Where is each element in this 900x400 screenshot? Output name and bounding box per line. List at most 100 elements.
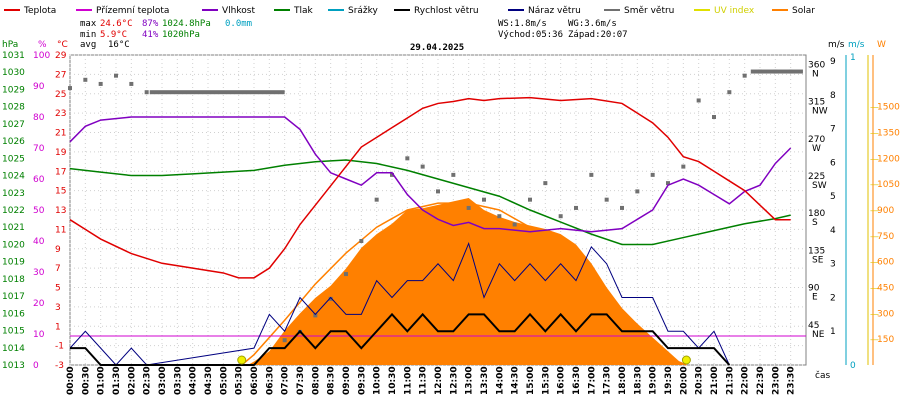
y-tick-uv: 0 xyxy=(850,361,856,371)
stat-min-temp: 5.9°C xyxy=(100,30,127,40)
legend-label-teplota: Teplota xyxy=(23,6,56,16)
x-tick-label: 19:30 xyxy=(664,366,674,395)
x-tick-label: 06:00 xyxy=(250,366,260,395)
x-tick-label: 23:30 xyxy=(787,366,797,395)
y-tick-uv-minor: — xyxy=(870,309,879,319)
legend-label-smer: Směr větru xyxy=(624,6,674,16)
axis-unit-pct: % xyxy=(38,40,47,50)
wind-direction-point xyxy=(313,313,318,318)
y-tick-wm: 300 xyxy=(877,309,894,319)
stat-min-hum: 41% xyxy=(142,30,159,40)
y-tick-uv-minor: — xyxy=(870,103,879,113)
stat-ws: WS:1.8m/s xyxy=(498,19,547,29)
legend-label-uv: UV index xyxy=(714,6,755,16)
wind-direction-point xyxy=(727,90,732,95)
wind-direction-point xyxy=(589,172,594,177)
x-tick-label: 16:00 xyxy=(557,366,567,395)
x-tick-label: 02:30 xyxy=(143,366,153,395)
y-tick-wm: 1500 xyxy=(877,103,900,113)
y-tick-wm: 1050 xyxy=(877,180,900,190)
pressure-line xyxy=(69,159,791,246)
y-tick-hpa: 1013 xyxy=(2,361,25,371)
y-tick-dir: N xyxy=(812,69,819,79)
y-tick-uv-minor: — xyxy=(870,129,879,139)
wind-direction-point xyxy=(681,164,686,169)
y-tick-ms: 7 xyxy=(830,125,836,135)
stat-max-hum: 87% xyxy=(142,19,159,29)
x-tick-label: 21:30 xyxy=(725,366,735,395)
axis-unit-hpa: hPa xyxy=(2,40,18,50)
stat-min-press: 1020hPa xyxy=(162,30,200,40)
y-tick-pct: 70 xyxy=(33,144,45,154)
y-tick-temp: 7 xyxy=(55,264,61,274)
stat-avg-temp: 16°C xyxy=(108,40,130,50)
wind-speed-line xyxy=(70,312,731,366)
chart-title: 29.04.2025 xyxy=(410,43,464,53)
x-tick-label: 03:00 xyxy=(158,366,168,395)
y-tick-dir: NW xyxy=(812,107,828,117)
y-tick-hpa: 1014 xyxy=(2,344,25,354)
wind-direction-point xyxy=(558,214,563,219)
y-tick-pct: 30 xyxy=(33,268,45,278)
x-tick-label: 00:30 xyxy=(81,366,91,395)
x-tick-label: 19:00 xyxy=(649,366,659,395)
x-tick-label: 01:00 xyxy=(97,366,107,395)
x-tick-label: 17:00 xyxy=(587,366,597,395)
humidity-line xyxy=(69,116,792,233)
wind-direction-point xyxy=(451,172,456,177)
x-tick-label: 07:00 xyxy=(281,366,291,395)
y-tick-wm: 150 xyxy=(877,335,894,345)
x-tick-label: 01:30 xyxy=(112,366,122,395)
x-tick-label: 12:00 xyxy=(434,366,444,395)
axis-unit-temp: °C xyxy=(57,40,68,50)
x-tick-label: 03:30 xyxy=(173,366,183,395)
solar-theoretical-line xyxy=(241,202,687,366)
wind-direction-point xyxy=(98,81,103,86)
x-tick-label: 11:00 xyxy=(403,366,413,395)
x-tick-label: 00:00 xyxy=(66,366,76,395)
y-tick-hpa: 1028 xyxy=(2,103,25,113)
y-tick-wm: 450 xyxy=(877,284,894,294)
legend-label-naraz: Náraz větru xyxy=(528,6,581,16)
axes-layer: 00:00 00:30 01:00 01:30 02:00 02:30 03:00 03:30… xyxy=(2,40,900,395)
y-tick-ms: 9 xyxy=(830,57,836,67)
wind-direction-point xyxy=(282,338,287,343)
wind-direction-point xyxy=(512,222,517,227)
wind-direction-point xyxy=(405,156,410,161)
y-tick-ms: 4 xyxy=(830,226,836,236)
x-tick-label: 13:00 xyxy=(465,366,475,395)
y-tick-uv-minor: — xyxy=(870,258,879,268)
y-tick-hpa: 1026 xyxy=(2,137,25,147)
legend-label-prizemni: Přízemní teplota xyxy=(96,6,169,16)
wind-direction-bar xyxy=(149,90,285,95)
stat-max-temp: 24.6°C xyxy=(100,19,133,29)
x-tick-label: 10:30 xyxy=(388,366,398,395)
y-tick-dir: S xyxy=(812,218,818,228)
x-tick-label: 22:30 xyxy=(756,366,766,395)
y-tick-temp: 15 xyxy=(55,187,66,197)
y-tick-hpa: 1015 xyxy=(2,327,25,337)
legend-label-vlhkost: Vlhkost xyxy=(222,6,255,16)
wind-direction-point xyxy=(635,189,640,194)
y-tick-ms: 6 xyxy=(830,158,836,168)
y-tick-pct: 100 xyxy=(33,51,50,61)
y-tick-pct: 60 xyxy=(33,175,45,185)
x-tick-label: 17:30 xyxy=(603,366,613,395)
temperature-line xyxy=(69,96,791,279)
y-tick-hpa: 1024 xyxy=(2,172,25,182)
wind-direction-point xyxy=(390,172,394,177)
y-tick-uv-minor: — xyxy=(870,154,879,164)
wind-gust-line xyxy=(69,241,730,366)
x-tick-label: 15:00 xyxy=(526,366,536,395)
y-tick-pct: 90 xyxy=(33,82,45,92)
wind-direction-point xyxy=(712,115,716,119)
x-tick-label: 14:30 xyxy=(511,366,521,395)
y-tick-temp: 5 xyxy=(55,284,61,294)
y-tick-hpa: 1017 xyxy=(2,292,25,302)
wind-direction-point xyxy=(742,73,747,78)
x-tick-label: 10:00 xyxy=(373,366,383,395)
y-tick-pct: 80 xyxy=(33,113,45,123)
y-tick-pct: 50 xyxy=(33,206,45,216)
y-tick-hpa: 1031 xyxy=(2,51,25,61)
x-tick-label: 14:00 xyxy=(495,366,505,395)
